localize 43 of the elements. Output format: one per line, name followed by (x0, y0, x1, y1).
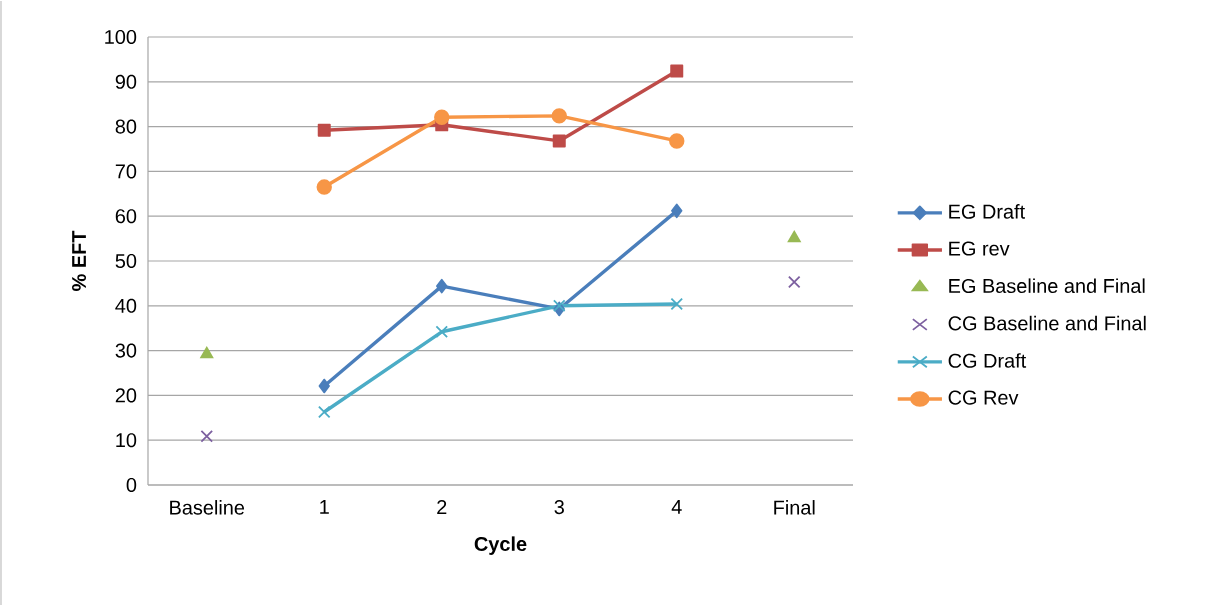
x-tick-label: 4 (671, 500, 682, 514)
legend-label: EG Baseline and Final (949, 278, 1145, 294)
legend-label: EG Draft (949, 204, 1025, 219)
point (669, 133, 685, 149)
y-tick-label: 0 (126, 477, 137, 493)
legend-label: CG Rev (948, 390, 1019, 405)
x-tick-label: 3 (554, 500, 564, 515)
point (436, 278, 448, 294)
y-tick-label: 70 (115, 164, 137, 179)
point (671, 203, 683, 219)
legend-label: EG rev (949, 241, 1010, 256)
point (316, 179, 332, 195)
y-tick-label: 40 (115, 298, 137, 313)
legend-label: CG Baseline and Final (948, 315, 1146, 331)
y-tick-label: 20 (115, 388, 137, 403)
point (434, 109, 450, 125)
point (552, 299, 566, 313)
y-tick-label: 90 (115, 74, 137, 89)
legend-label: CG Draft (948, 353, 1027, 368)
point (200, 346, 214, 359)
y-tick-label: 50 (115, 253, 137, 269)
x-tick-label: Baseline (170, 500, 245, 515)
x-tick-label: Final (774, 500, 815, 515)
y-tick-label: 10 (116, 433, 137, 448)
point (551, 108, 567, 124)
x-tick-label: 2 (437, 500, 447, 514)
y-tick-label: 80 (115, 119, 137, 134)
x-axis-title: Cycle (474, 536, 527, 555)
point (435, 325, 449, 339)
point (200, 429, 214, 443)
point (787, 230, 801, 243)
y-tick-label: 30 (115, 343, 137, 358)
point (787, 275, 801, 289)
y-axis-title: % EFT (72, 230, 87, 291)
x-tick-label: 1 (320, 500, 329, 514)
point (317, 123, 331, 137)
point (318, 378, 330, 394)
point (670, 297, 684, 311)
point (317, 405, 331, 419)
y-tick-label: 100 (105, 29, 137, 45)
point (552, 134, 566, 148)
point (670, 64, 684, 78)
y-tick-label: 60 (115, 209, 137, 224)
